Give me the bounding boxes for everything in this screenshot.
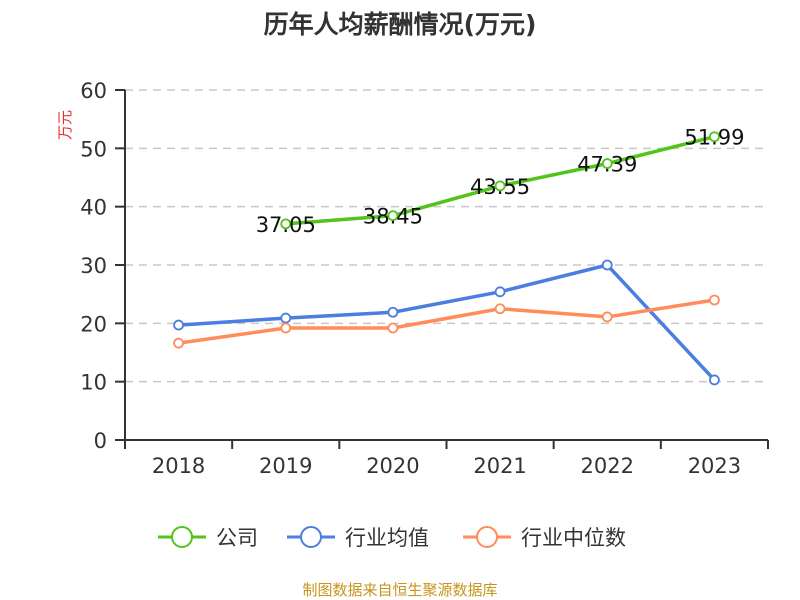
y-axis-label: 万元	[56, 110, 74, 140]
footer-source: 制图数据来自恒生聚源数据库	[302, 581, 497, 599]
data-point	[280, 322, 292, 334]
data-point	[387, 322, 399, 334]
data-point	[709, 294, 720, 306]
data-point	[173, 319, 184, 331]
data-point	[494, 286, 506, 298]
data-point	[280, 218, 292, 230]
x-tick-label: 2021	[473, 454, 526, 478]
series-line	[178, 263, 716, 382]
data-point	[280, 312, 292, 324]
legend-label: 行业均值	[345, 526, 429, 550]
y-tick-label: 10	[80, 371, 107, 395]
series-0: 37.05 38.45 43.55 47.39 51.99	[256, 126, 745, 237]
y-tick-label: 0	[94, 429, 107, 453]
legend-label: 公司	[216, 526, 258, 550]
x-tick-label: 2019	[259, 454, 312, 478]
data-point	[709, 131, 720, 143]
legend-item-2: 行业中位数	[463, 526, 626, 550]
data-point	[709, 374, 720, 386]
x-tick-label: 2018	[152, 454, 205, 478]
series-line	[178, 298, 715, 345]
y-tick-label: 50	[80, 137, 107, 161]
legend-marker	[476, 526, 498, 548]
y-tick-label: 40	[80, 196, 107, 220]
data-point	[173, 337, 184, 349]
data-label: 47.39	[577, 153, 637, 177]
series-1	[173, 259, 720, 386]
data-point	[601, 311, 613, 323]
data-label: 51.99	[684, 126, 744, 150]
data-point	[494, 303, 506, 315]
data-label: 38.45	[363, 205, 423, 229]
legend-item-1: 行业均值	[287, 526, 429, 550]
data-label: 43.55	[470, 175, 530, 199]
y-tick-label: 60	[80, 79, 107, 103]
x-tick-label: 2020	[366, 454, 419, 478]
legend-item-0: 公司	[158, 526, 258, 550]
data-point	[494, 180, 506, 192]
x-tick-label: 2022	[581, 454, 634, 478]
data-point	[387, 210, 399, 222]
legend-marker	[171, 526, 193, 548]
legend-marker	[300, 526, 322, 548]
data-point	[601, 259, 613, 271]
data-point	[601, 158, 613, 169]
series-2	[173, 294, 720, 349]
data-point	[387, 306, 399, 318]
y-tick-label: 30	[80, 254, 107, 278]
y-tick-label: 20	[80, 312, 107, 336]
legend-label: 行业中位数	[521, 526, 626, 550]
x-tick-label: 2023	[688, 454, 741, 478]
data-label: 37.05	[256, 213, 316, 237]
chart-title: 历年人均薪酬情况(万元)	[264, 10, 537, 39]
